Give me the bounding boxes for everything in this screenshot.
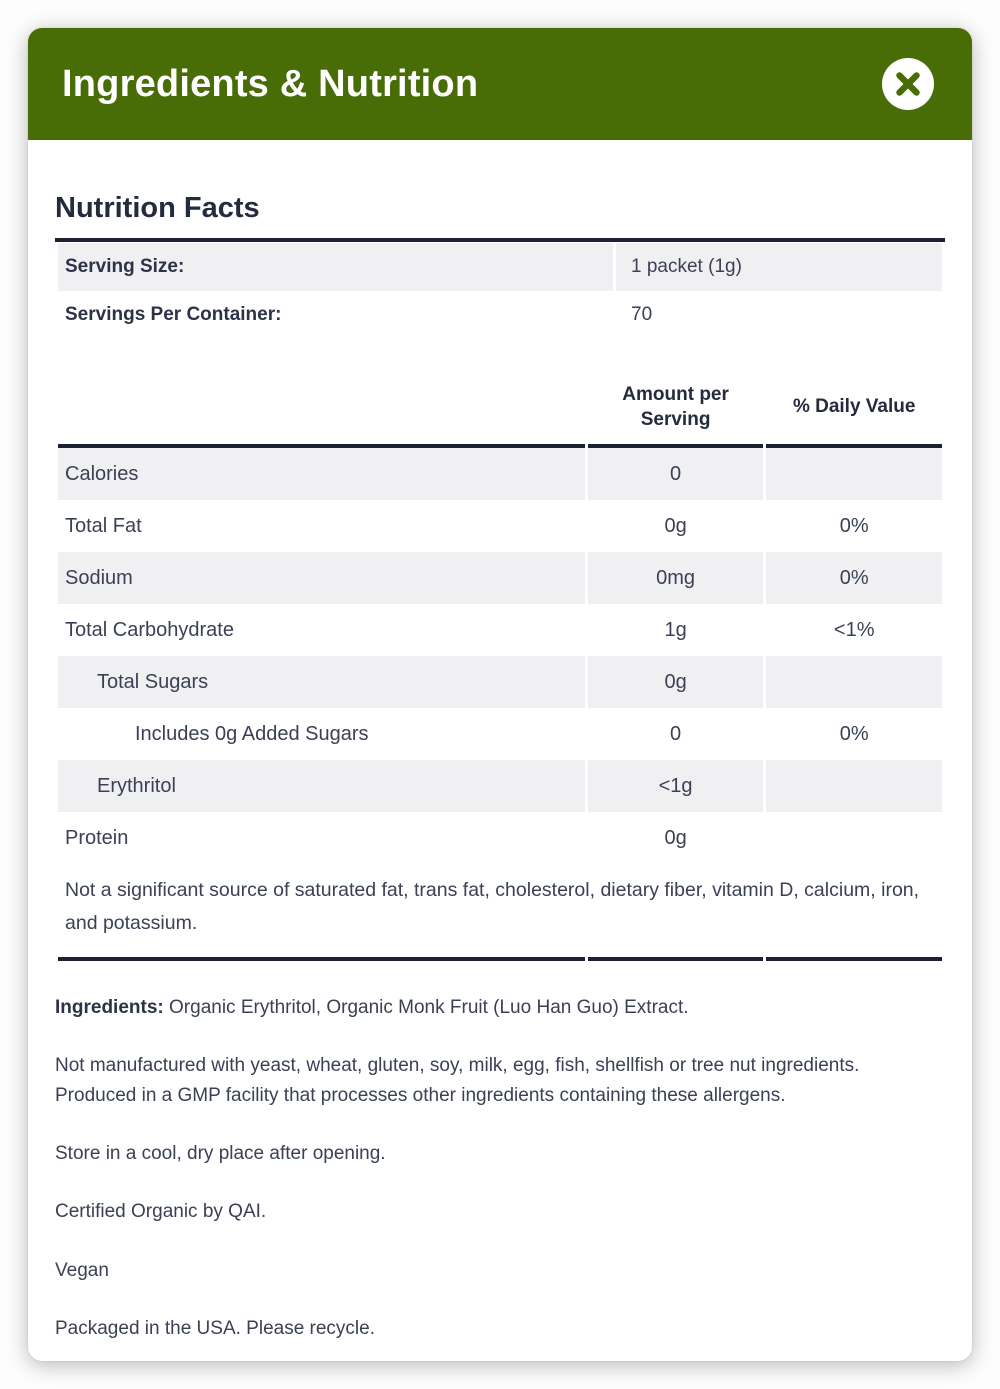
nutrient-row: Total Carbohydrate 1g <1% (58, 604, 942, 656)
nutrient-label: Total Carbohydrate (65, 618, 234, 641)
nutrient-daily-value (766, 812, 942, 864)
info-paragraph: Certified Organic by QAI. (55, 1201, 267, 1223)
heading-rule (55, 238, 945, 242)
nutrient-label: Protein (65, 826, 129, 849)
nutrient-amount: 0 (587, 448, 764, 501)
table-bottom-rule (58, 956, 942, 961)
nutrition-facts-table: Amount per Serving % Daily Value Calorie… (55, 339, 945, 961)
nutrient-daily-value (766, 656, 942, 709)
nutrition-rows: Calories 0 Total Fat 0g 0% Sodium 0mg 0%… (58, 448, 942, 864)
nutrient-label: Sodium (58, 552, 585, 605)
serving-info-body: Serving Size: 1 packet (1g) Servings Per… (58, 243, 942, 339)
details-section: Ingredients: Organic Erythritol, Organic… (55, 993, 945, 1361)
nutrient-row: Calories 0 (58, 448, 942, 501)
nutrient-amount: 1g (664, 618, 687, 641)
ingredients-line: Ingredients: Organic Erythritol, Organic… (55, 993, 945, 1022)
nutrient-amount: 0mg (587, 552, 764, 605)
column-header-row: Amount per Serving % Daily Value (58, 339, 942, 449)
nutrient-column-header (58, 339, 585, 449)
nutrient-daily-value: 0% (766, 552, 942, 605)
nutrient-row: Total Fat 0g 0% (58, 500, 942, 552)
footnote-row: Not a significant source of saturated fa… (58, 864, 942, 957)
nutrient-label: Total Fat (65, 514, 142, 537)
close-icon (882, 58, 934, 110)
amount-column-header: Amount per Serving (587, 339, 764, 449)
info-paragraph: Packaged in the USA. Please recycle. (55, 1318, 376, 1340)
nutrient-label: Includes 0g Added Sugars (135, 722, 369, 745)
footnote-text: Not a significant source of saturated fa… (58, 864, 942, 957)
nutrient-amount: 0 (670, 722, 682, 745)
nutrient-row: Erythritol <1g (58, 760, 942, 813)
nutrient-amount: <1g (587, 760, 764, 813)
nutrient-label: Erythritol (58, 760, 585, 813)
nutrient-daily-value (766, 448, 942, 501)
nutrient-label: Total Sugars (58, 656, 585, 709)
nutrient-daily-value (766, 760, 942, 813)
nutrient-amount: 0g (587, 656, 764, 709)
info-paragraph: Not manufactured with yeast, wheat, glut… (55, 1055, 860, 1106)
nutrient-daily-value: 0% (839, 722, 869, 745)
serving-row-value: 1 packet (1g) (616, 243, 942, 291)
serving-info-table: Serving Size: 1 packet (1g) Servings Per… (55, 243, 945, 339)
modal-body: Nutrition Facts Serving Size: 1 packet (… (28, 192, 972, 1361)
ingredients-label: Ingredients: (55, 996, 164, 1018)
info-paragraphs: Not manufactured with yeast, wheat, glut… (55, 1051, 945, 1361)
serving-row: Serving Size: 1 packet (1g) (58, 243, 942, 291)
info-paragraph: Store in a cool, dry place after opening… (55, 1143, 386, 1165)
daily-value-column-header: % Daily Value (766, 339, 942, 449)
nutrition-facts-heading: Nutrition Facts (55, 192, 260, 224)
modal-title: Ingredients & Nutrition (62, 62, 479, 105)
nutrient-row: Total Sugars 0g (58, 656, 942, 709)
ingredients-nutrition-modal: Ingredients & Nutrition Nutrition Facts … (28, 28, 972, 1361)
nutrient-row: Sodium 0mg 0% (58, 552, 942, 605)
serving-row-label: Servings Per Container: (65, 304, 282, 325)
serving-row: Servings Per Container: 70 (58, 291, 942, 339)
serving-row-label: Serving Size: (58, 243, 614, 291)
nutrient-label: Calories (58, 448, 585, 501)
nutrient-amount: 0g (664, 826, 687, 849)
nutrient-row: Includes 0g Added Sugars 0 0% (58, 708, 942, 760)
nutrient-row: Protein 0g (58, 812, 942, 864)
nutrient-daily-value: 0% (839, 514, 869, 537)
nutrient-amount: 0g (664, 514, 687, 537)
close-button[interactable] (882, 58, 934, 110)
serving-row-value: 70 (631, 304, 653, 325)
modal-header: Ingredients & Nutrition (28, 28, 972, 140)
ingredients-value: Organic Erythritol, Organic Monk Fruit (… (169, 996, 689, 1018)
info-paragraph: Vegan (55, 1259, 109, 1281)
nutrient-daily-value: <1% (833, 618, 875, 641)
